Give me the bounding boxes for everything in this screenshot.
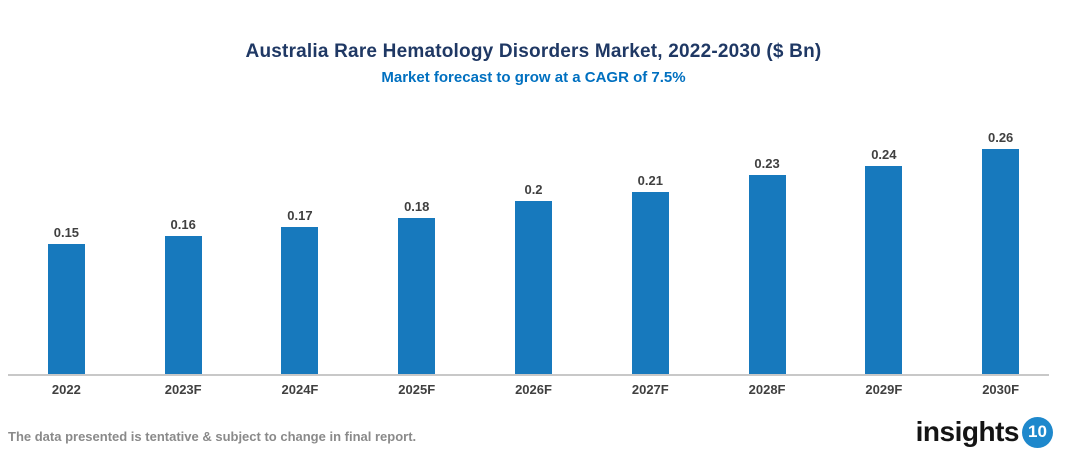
bar-value-label: 0.21 [637, 173, 663, 188]
insights10-logo: insights 10 [916, 416, 1053, 448]
x-axis-tick-labels: 2022 2023F 2024F 2025F 2026F 2027F 2028F 2029F 2… [8, 376, 1059, 397]
bar [281, 227, 319, 374]
chart-subtitle: Market forecast to grow at a CAGR of 7.5… [381, 69, 686, 86]
x-axis-tick-label: 2023F [164, 382, 202, 397]
bar [865, 166, 903, 374]
bar [47, 244, 85, 374]
bar-value-label: 0.16 [170, 217, 196, 232]
x-axis-tick-label: 2030F [982, 382, 1020, 397]
bar-column: 0.21 [592, 173, 709, 374]
bar-column: 0.18 [358, 199, 475, 374]
bar-value-label: 0.26 [987, 130, 1014, 145]
bar [982, 149, 1020, 374]
chart-footer: The data presented is tentative & subjec… [0, 416, 1067, 448]
logo-wordmark: insights [915, 416, 1020, 447]
bar [398, 218, 436, 374]
chart-header: Australia Rare Hematology Disorders Mark… [0, 0, 1067, 88]
bar-value-label: 0.15 [53, 225, 80, 240]
bar-value-label: 0.18 [404, 199, 430, 214]
bar-value-label: 0.24 [871, 147, 897, 162]
bar-column: 0.16 [125, 217, 242, 374]
bar-chart: 0.15 0.16 0.17 0.18 0.2 0.21 0.23 0.24 0.26 2022… [8, 124, 1059, 397]
x-axis-tick-label: 2022 [51, 382, 81, 397]
bar-column: 0.26 [942, 130, 1059, 374]
bar [164, 236, 202, 374]
x-axis-line [8, 374, 1049, 376]
bar-column: 0.24 [825, 147, 942, 374]
bar-value-label: 0.17 [287, 208, 313, 223]
bar [515, 201, 553, 374]
logo-number-badge: 10 [1022, 416, 1053, 448]
chart-title: Australia Rare Hematology Disorders Mark… [245, 41, 822, 62]
x-axis-tick-label: 2029F [865, 382, 903, 397]
disclaimer-text: The data presented is tentative & subjec… [8, 429, 417, 444]
x-axis-tick-label: 2024F [281, 382, 319, 397]
bar [748, 175, 786, 374]
x-axis-tick-label: 2027F [631, 382, 669, 397]
x-axis-tick-label: 2025F [398, 382, 436, 397]
bar [631, 192, 669, 374]
bar-column: 0.15 [8, 225, 125, 374]
x-axis-tick-label: 2028F [748, 382, 786, 397]
bar-column: 0.17 [242, 208, 359, 374]
bar-column: 0.2 [475, 182, 592, 374]
x-axis-tick-label: 2026F [515, 382, 552, 397]
bar-value-label: 0.23 [754, 156, 780, 171]
bar-column: 0.23 [709, 156, 826, 374]
bars-plot-area: 0.15 0.16 0.17 0.18 0.2 0.21 0.23 0.24 0.26 [8, 124, 1059, 374]
bar-value-label: 0.2 [524, 182, 543, 197]
